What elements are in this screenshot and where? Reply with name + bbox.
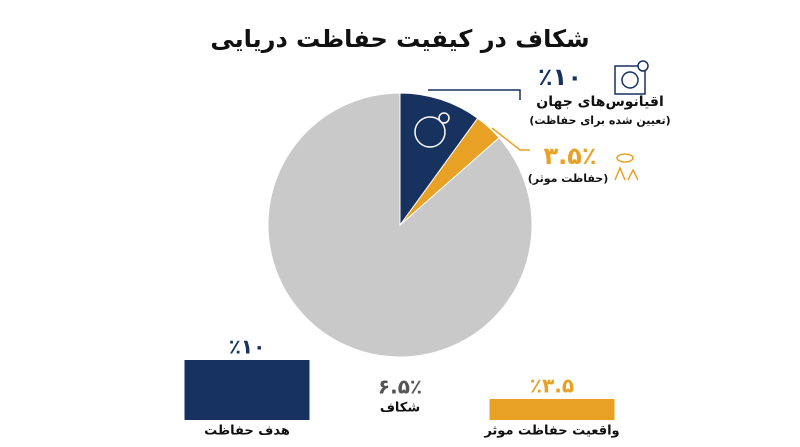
bar-category-label: واقعیت حفاظت موثر: [483, 424, 619, 439]
coral-icon: [614, 153, 639, 181]
leader-line: [428, 89, 521, 100]
pie-slice: [267, 92, 533, 358]
pie-slice: [399, 92, 479, 227]
globe-icon: [414, 112, 450, 148]
bar: [184, 360, 310, 420]
bar: [489, 399, 615, 420]
slice-label: (حفاظت موثر): [528, 172, 609, 185]
slice-value-label: ۳.۵٪: [543, 142, 596, 170]
map-icon: [614, 60, 649, 95]
bar-value-label: ٪۳.۵: [530, 374, 574, 398]
bar-category-label: شکاف: [380, 401, 420, 416]
slice-note: (تعیین شده برای حفاظت): [529, 114, 670, 127]
slice-value-label: ٪۱۰: [538, 63, 582, 91]
chart-title: شکاف در کیفیت حفاظت دریایی: [210, 25, 589, 53]
leader-line: [491, 127, 530, 151]
bar-category-label: هدف حفاظت: [204, 424, 290, 439]
bar-value-label: ٪۱۰: [229, 335, 266, 359]
slice-label: اقیانوس‌های جهان: [536, 94, 664, 110]
bar-value-label: ۶.۵٪: [378, 375, 422, 399]
